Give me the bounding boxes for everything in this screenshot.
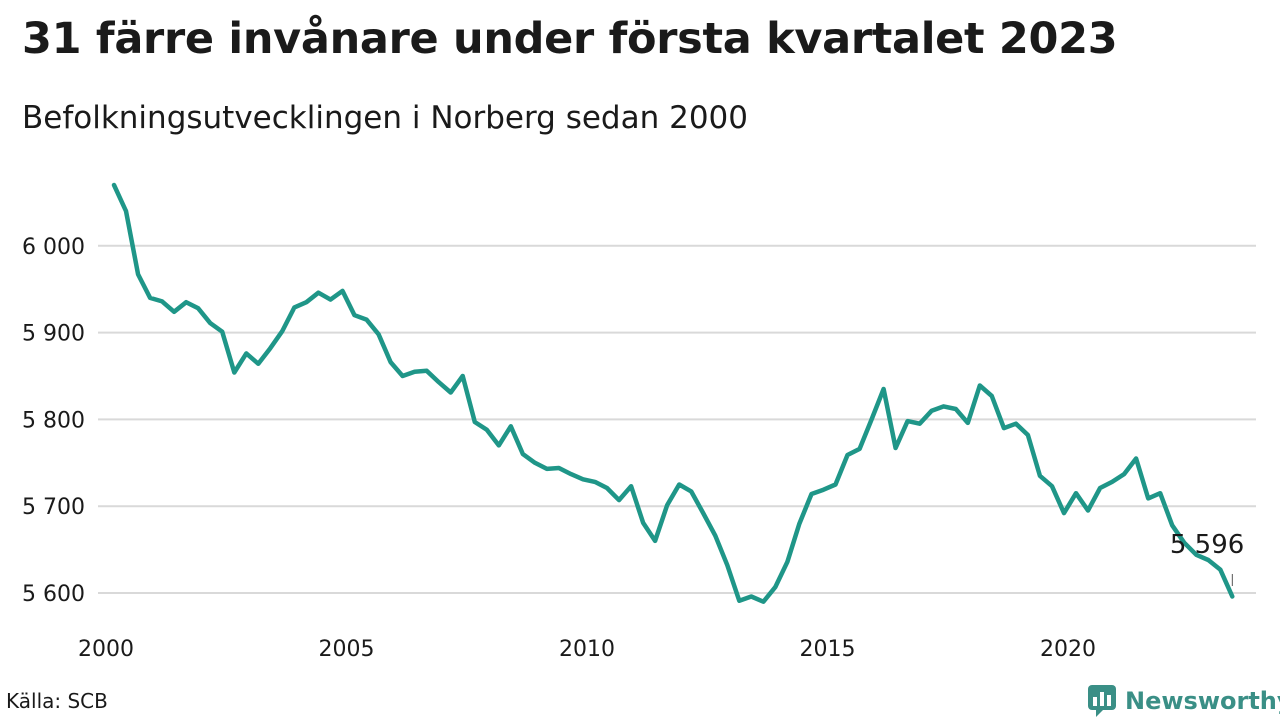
y-tick-label: 5 700 xyxy=(22,495,85,520)
annotation-layer: 5 596 xyxy=(1170,530,1244,586)
chart-title: 31 färre invånare under första kvartalet… xyxy=(22,14,1118,64)
y-tick-label: 5 800 xyxy=(22,408,85,433)
grid-lines xyxy=(98,244,1256,594)
y-axis-ticks: 5 600 5 700 5 800 5 900 6 000 xyxy=(22,235,85,607)
x-tick-label: 2000 xyxy=(78,637,134,662)
y-tick-label: 6 000 xyxy=(22,235,85,260)
y-tick-label: 5 900 xyxy=(22,322,85,347)
brand-name: Newsworthy xyxy=(1125,687,1280,715)
x-tick-label: 2015 xyxy=(800,637,856,662)
x-axis-ticks: 2000 2005 2010 2015 2020 xyxy=(78,637,1096,662)
series-layer xyxy=(111,182,1235,604)
x-tick-label: 2010 xyxy=(559,637,615,662)
x-tick-label: 2005 xyxy=(319,637,375,662)
brand-logo[interactable]: Newsworthy xyxy=(1087,684,1280,718)
source-note: Källa: SCB xyxy=(6,689,108,713)
chart-subtitle: Befolkningsutvecklingen i Norberg sedan … xyxy=(22,100,749,136)
series-line xyxy=(111,182,1235,604)
chart-bubble-icon xyxy=(1088,685,1116,717)
x-tick-label: 2020 xyxy=(1040,637,1096,662)
y-tick-label: 5 600 xyxy=(22,582,85,607)
end-value-label: 5 596 xyxy=(1170,530,1244,560)
